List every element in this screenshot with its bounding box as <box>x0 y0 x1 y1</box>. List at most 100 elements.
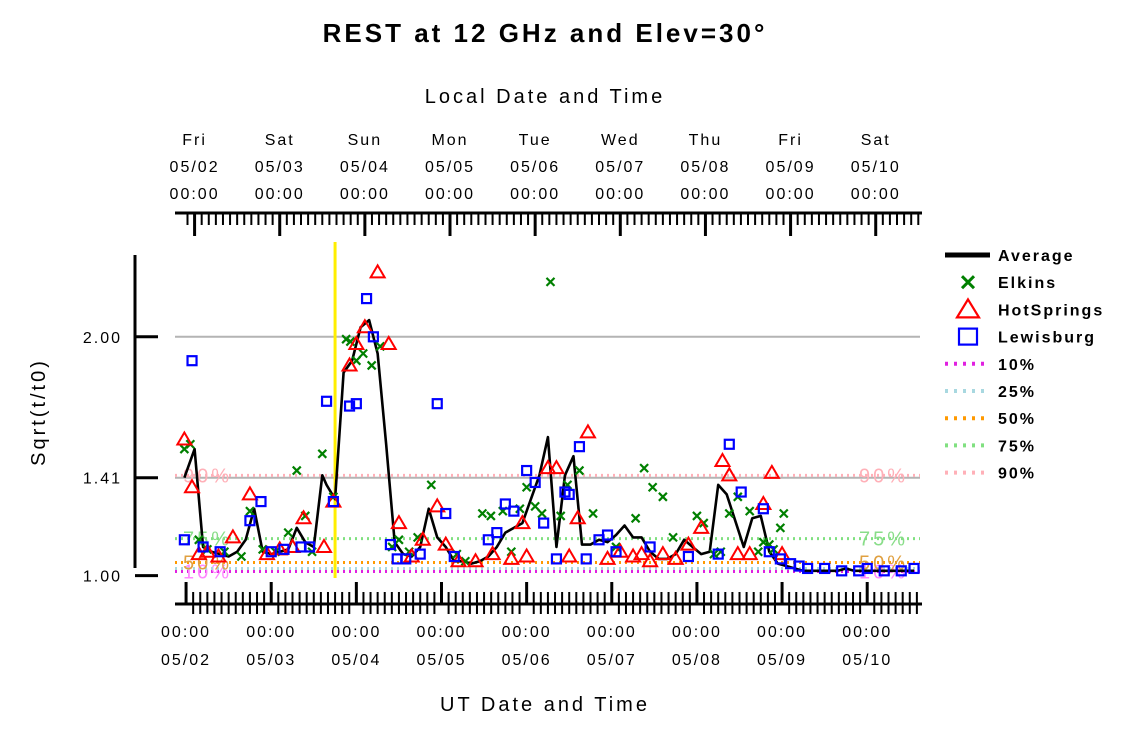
point-hotsprings <box>641 552 659 568</box>
top-tick-time: 00:00 <box>766 186 816 203</box>
point-lewisburg <box>763 546 775 558</box>
x-tick-date: 05/10 <box>842 652 892 669</box>
point-lewisburg <box>836 565 848 577</box>
point-lewisburg <box>573 441 586 453</box>
top-tick-date: 05/07 <box>595 159 645 176</box>
point-lewisburg <box>529 476 541 489</box>
chart-title: REST at 12 GHz and Elev=30° <box>323 18 768 48</box>
point-hotsprings <box>517 547 536 563</box>
point-lewisburg <box>563 488 575 501</box>
percentile-label-right: 75% <box>859 529 908 551</box>
point-lewisburg <box>757 503 769 515</box>
legend: Average Elkins HotSprings Lewisburg 10% 25% 50… <box>945 248 1102 483</box>
point-hotsprings <box>466 552 485 568</box>
point-elkins <box>658 492 668 502</box>
point-lewisburg <box>197 541 209 553</box>
point-lewisburg <box>214 546 226 558</box>
percentile-layer: 10% 10%50% 50%75% 75%90% 90% <box>175 465 920 584</box>
top-tick-time: 00:00 <box>680 186 730 203</box>
point-lewisburg <box>491 527 503 539</box>
x-tick-date: 05/03 <box>246 652 296 669</box>
point-elkins <box>283 527 294 538</box>
point-hotsprings <box>414 530 432 546</box>
point-hotsprings <box>579 423 597 439</box>
legend-swatch-hotsprings <box>955 297 981 319</box>
point-lewisburg <box>448 550 460 563</box>
point-hotsprings <box>740 545 759 561</box>
point-hotsprings <box>720 466 739 482</box>
top-tick-date: 05/05 <box>425 159 475 176</box>
x-tick-date: 05/04 <box>331 652 381 669</box>
point-lewisburg <box>878 565 890 577</box>
point-elkins <box>668 532 678 543</box>
point-lewisburg <box>482 534 494 546</box>
x-tick-date: 05/07 <box>587 652 637 669</box>
point-hotsprings <box>315 537 333 553</box>
top-tick-time: 00:00 <box>595 186 645 203</box>
point-lewisburg <box>384 538 397 551</box>
point-elkins <box>257 544 268 555</box>
point-hotsprings <box>347 334 366 350</box>
top-tick-day: Mon <box>431 132 468 149</box>
top-tick-day: Sun <box>348 132 382 149</box>
top-tick-date: 05/03 <box>255 159 305 176</box>
point-lewisburg <box>265 546 277 558</box>
legend-swatch-elkins <box>960 275 976 290</box>
point-lewisburg <box>278 543 290 555</box>
point-elkins <box>412 532 423 543</box>
x-tick-date: 05/08 <box>672 652 722 669</box>
point-hotsprings <box>754 494 773 510</box>
point-lewisburg <box>644 541 656 553</box>
point-elkins <box>630 513 641 524</box>
y-tick-label: 2.00 <box>83 330 122 347</box>
point-lewisburg <box>682 550 695 563</box>
x-tick-time: 00:00 <box>502 624 552 641</box>
point-hotsprings <box>294 509 313 525</box>
point-elkins <box>358 348 368 359</box>
point-hotsprings <box>632 545 651 561</box>
point-elkins <box>778 508 789 519</box>
legend-label: 10% <box>998 357 1036 374</box>
point-elkins <box>744 506 755 516</box>
point-hotsprings <box>598 549 617 565</box>
top-tick-date: 05/10 <box>851 159 901 176</box>
percentile-label-right: 10% <box>859 562 908 584</box>
x-tick-time: 00:00 <box>246 624 296 641</box>
point-lewisburg <box>819 562 831 575</box>
legend-label: Lewisburg <box>998 330 1096 347</box>
x-tick-time: 00:00 <box>416 624 466 641</box>
percentile-label-right: 90% <box>859 465 908 487</box>
series-average-line <box>183 318 915 573</box>
point-elkins <box>291 465 302 476</box>
point-hotsprings <box>258 545 276 561</box>
point-hotsprings <box>356 318 374 334</box>
point-elkins <box>521 482 532 493</box>
point-elkins <box>692 511 702 521</box>
point-hotsprings <box>390 514 408 530</box>
top-axis-title: Local Date and Time <box>425 86 665 108</box>
point-hotsprings <box>692 518 710 534</box>
point-lewisburg <box>303 541 316 553</box>
legend-label: 90% <box>998 466 1036 483</box>
point-lewisburg <box>538 517 550 529</box>
point-lewisburg <box>550 553 563 565</box>
point-hotsprings <box>773 545 791 561</box>
point-hotsprings <box>568 509 587 525</box>
point-elkins <box>588 508 598 519</box>
top-tick-day: Tue <box>519 132 552 149</box>
x-axis-title: UT Date and Time <box>440 694 650 716</box>
point-elkins <box>530 501 540 512</box>
point-elkins <box>351 355 362 366</box>
top-tick-day: Sat <box>861 132 891 149</box>
point-hotsprings <box>183 478 201 494</box>
point-lewisburg <box>499 498 511 510</box>
point-hotsprings <box>560 547 578 563</box>
point-hotsprings <box>547 459 566 475</box>
legend-label: 50% <box>998 411 1036 428</box>
percentile-label-left: 90% <box>183 465 232 487</box>
point-lewisburg <box>580 553 592 565</box>
point-hotsprings <box>428 497 446 513</box>
top-tick-day: Fri <box>182 132 207 149</box>
point-elkins <box>639 463 649 473</box>
point-elkins <box>753 546 764 557</box>
